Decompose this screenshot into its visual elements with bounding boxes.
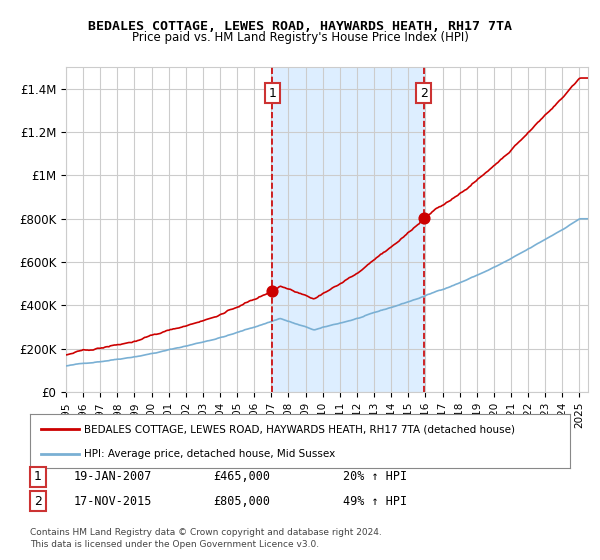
Text: BEDALES COTTAGE, LEWES ROAD, HAYWARDS HEATH, RH17 7TA: BEDALES COTTAGE, LEWES ROAD, HAYWARDS HE… bbox=[88, 20, 512, 32]
Text: BEDALES COTTAGE, LEWES ROAD, HAYWARDS HEATH, RH17 7TA (detached house): BEDALES COTTAGE, LEWES ROAD, HAYWARDS HE… bbox=[84, 424, 515, 435]
Text: Price paid vs. HM Land Registry's House Price Index (HPI): Price paid vs. HM Land Registry's House … bbox=[131, 31, 469, 44]
Text: 1: 1 bbox=[268, 87, 276, 100]
Text: 17-NOV-2015: 17-NOV-2015 bbox=[73, 494, 152, 508]
Text: 2: 2 bbox=[34, 494, 42, 508]
Text: £805,000: £805,000 bbox=[214, 494, 271, 508]
Text: This data is licensed under the Open Government Licence v3.0.: This data is licensed under the Open Gov… bbox=[30, 540, 319, 549]
Text: Contains HM Land Registry data © Crown copyright and database right 2024.: Contains HM Land Registry data © Crown c… bbox=[30, 528, 382, 536]
Text: 20% ↑ HPI: 20% ↑ HPI bbox=[343, 470, 407, 483]
Bar bbox=[272, 67, 424, 392]
Text: 2: 2 bbox=[420, 87, 428, 100]
Point bbox=[419, 213, 428, 222]
Text: 1: 1 bbox=[34, 470, 42, 483]
Text: 19-JAN-2007: 19-JAN-2007 bbox=[73, 470, 152, 483]
Point bbox=[268, 287, 277, 296]
Text: HPI: Average price, detached house, Mid Sussex: HPI: Average price, detached house, Mid … bbox=[84, 449, 335, 459]
Text: £465,000: £465,000 bbox=[214, 470, 271, 483]
Text: 49% ↑ HPI: 49% ↑ HPI bbox=[343, 494, 407, 508]
